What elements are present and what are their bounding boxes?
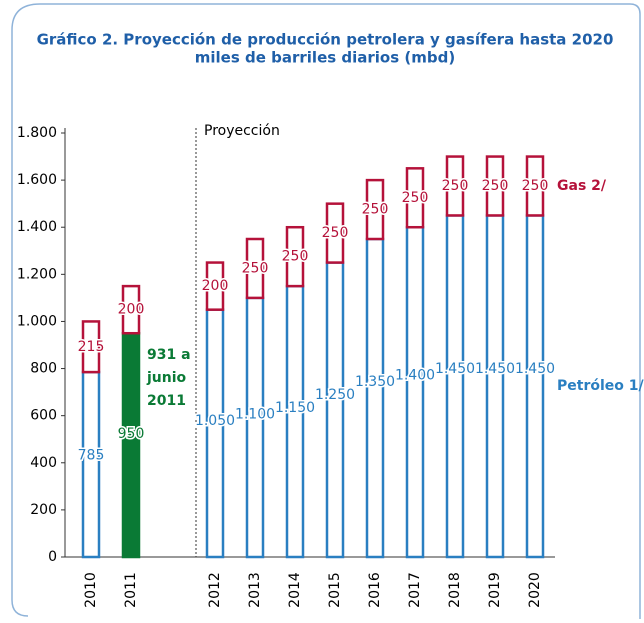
value-label: 215: [78, 339, 105, 355]
value-label: 1.450: [435, 361, 475, 377]
bar-segment: [81, 370, 101, 559]
x-tick-label: 2015: [327, 572, 343, 608]
note: junio: [146, 370, 187, 386]
y-tick-label: 800: [30, 361, 57, 377]
value-label: 1.050: [195, 413, 235, 429]
bar-segment: [365, 237, 385, 559]
value-label: 1.450: [515, 361, 555, 377]
value-label: 950: [118, 426, 145, 442]
bar-segment: [445, 214, 465, 559]
value-label: 1.400: [395, 368, 435, 384]
value-label: 1.100: [235, 406, 275, 422]
x-tick-label: 2011: [123, 572, 139, 608]
value-label: 200: [118, 302, 145, 318]
chart-title: Gráfico 2. Proyección de producción petr…: [37, 31, 614, 49]
bar-segment: [81, 320, 101, 374]
bar-segment: [245, 296, 265, 559]
y-tick-label: 1.400: [17, 219, 57, 235]
bar-segment: [525, 214, 545, 559]
bar-segment: [205, 261, 225, 311]
value-label: 250: [402, 190, 429, 206]
note: 2011: [147, 393, 186, 409]
chart-subtitle: miles de barriles diarios (mbd): [195, 49, 455, 67]
bar-segment: [325, 202, 345, 264]
bar-segment: [285, 225, 305, 288]
bar-segment: [325, 261, 345, 559]
bar-segment: [485, 155, 505, 217]
x-tick-label: 2016: [367, 572, 383, 608]
bar-segment: [405, 225, 425, 559]
value-label: 250: [282, 249, 309, 265]
value-label: 250: [362, 202, 389, 218]
bar-segment: [445, 155, 465, 217]
value-label: 1.150: [275, 400, 315, 416]
frame: [11, 3, 641, 619]
value-label: 1.250: [315, 387, 355, 403]
x-tick-label: 2013: [247, 572, 263, 608]
value-label: 250: [522, 178, 549, 194]
projection-label: Proyección: [204, 123, 280, 139]
y-tick-label: 200: [30, 502, 57, 518]
x-tick-label: 2017: [407, 572, 423, 608]
note: 931 a: [147, 347, 191, 363]
bar-segment: [405, 167, 425, 229]
bar-segment: [245, 237, 265, 300]
bar-segment: [525, 155, 545, 217]
x-tick-label: 2010: [83, 572, 99, 608]
value-label: 250: [482, 178, 509, 194]
value-label: 250: [322, 225, 349, 241]
series-label: Petróleo 1/: [557, 378, 644, 394]
bar-segment: [365, 178, 385, 241]
value-label: 200: [202, 278, 229, 294]
bar-segment: [121, 284, 141, 335]
bar-segment: [205, 308, 225, 559]
value-label: 250: [242, 260, 269, 276]
y-tick-label: 1.600: [17, 172, 57, 188]
y-tick-label: 1.000: [17, 313, 57, 329]
value-label: 1.350: [355, 374, 395, 390]
x-tick-label: 2018: [447, 572, 463, 608]
x-tick-label: 2019: [487, 572, 503, 608]
value-label: 250: [442, 178, 469, 194]
bar-segment: [121, 331, 141, 559]
y-tick-label: 0: [48, 549, 57, 565]
x-tick-label: 2012: [207, 572, 223, 608]
series-label: Gas 2/: [557, 178, 607, 194]
value-label: 785: [78, 447, 105, 463]
x-tick-label: 2014: [287, 572, 303, 608]
value-label: 1.450: [475, 361, 515, 377]
y-tick-label: 1.800: [17, 125, 57, 141]
y-tick-label: 600: [30, 408, 57, 424]
y-tick-label: 400: [30, 455, 57, 471]
y-tick-label: 1.200: [17, 266, 57, 282]
bar-segment: [485, 214, 505, 559]
bar-segment: [285, 284, 305, 559]
x-tick-label: 2020: [527, 572, 543, 608]
